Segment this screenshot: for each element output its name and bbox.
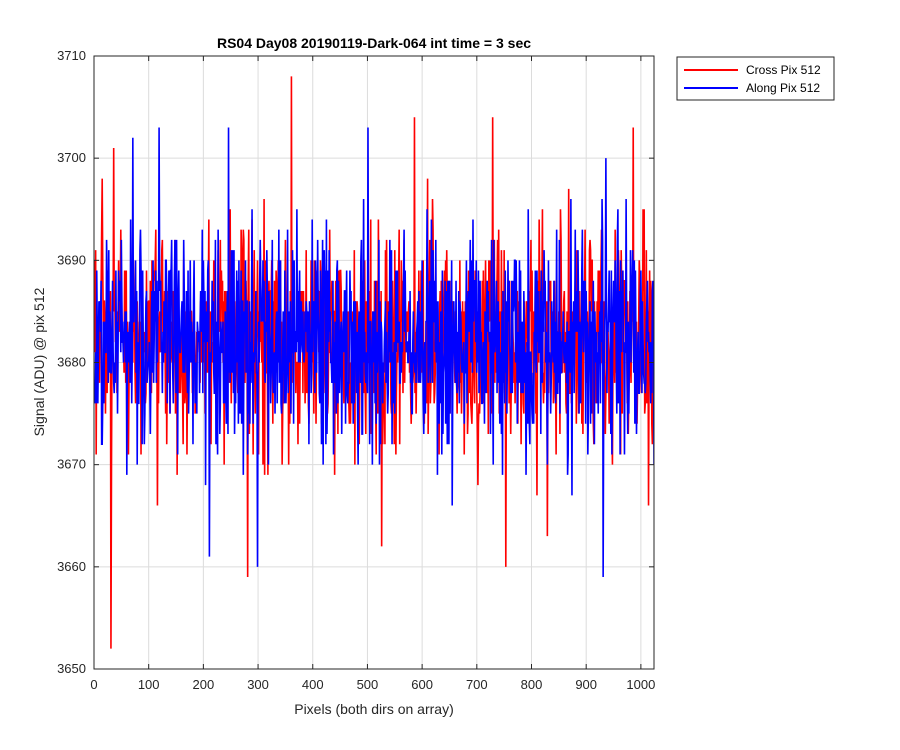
x-tick-label: 400	[302, 677, 324, 692]
y-tick-label: 3690	[57, 252, 86, 267]
y-tick-label: 3680	[57, 355, 86, 370]
axis-ticks	[93, 55, 654, 670]
x-tick-label: 700	[466, 677, 488, 692]
x-tick-label: 800	[521, 677, 543, 692]
x-tick-label: 300	[247, 677, 269, 692]
x-tick-label: 100	[138, 677, 160, 692]
chart-title: RS04 Day08 20190119-Dark-064 int time = …	[217, 35, 531, 51]
legend-box	[676, 56, 835, 101]
x-tick-label: 1000	[626, 677, 655, 692]
x-tick-label: 200	[193, 677, 215, 692]
y-tick-labels: 3650 3660 3670 3680 3690 3700 3710	[57, 48, 86, 676]
legend: Cross Pix 512 Along Pix 512	[676, 56, 835, 101]
x-axis-label: Pixels (both dirs on array)	[294, 701, 454, 717]
y-axis-label: Signal (ADU) @ pix 512	[31, 287, 47, 436]
y-tick-label: 3650	[57, 661, 86, 676]
x-tick-label: 900	[575, 677, 597, 692]
y-tick-label: 3700	[57, 150, 86, 165]
y-tick-label: 3710	[57, 48, 86, 63]
x-tick-label: 500	[357, 677, 379, 692]
series-layer	[94, 76, 654, 649]
y-tick-label: 3660	[57, 559, 86, 574]
legend-label-along: Along Pix 512	[746, 81, 820, 95]
legend-label-cross: Cross Pix 512	[746, 63, 821, 77]
x-tick-label: 0	[90, 677, 97, 692]
y-tick-label: 3670	[57, 457, 86, 472]
x-tick-labels: 0 100 200 300 400 500 600 700 800 900 1000	[90, 677, 655, 692]
series-line-along-pix	[94, 127, 654, 578]
x-tick-label: 600	[411, 677, 433, 692]
